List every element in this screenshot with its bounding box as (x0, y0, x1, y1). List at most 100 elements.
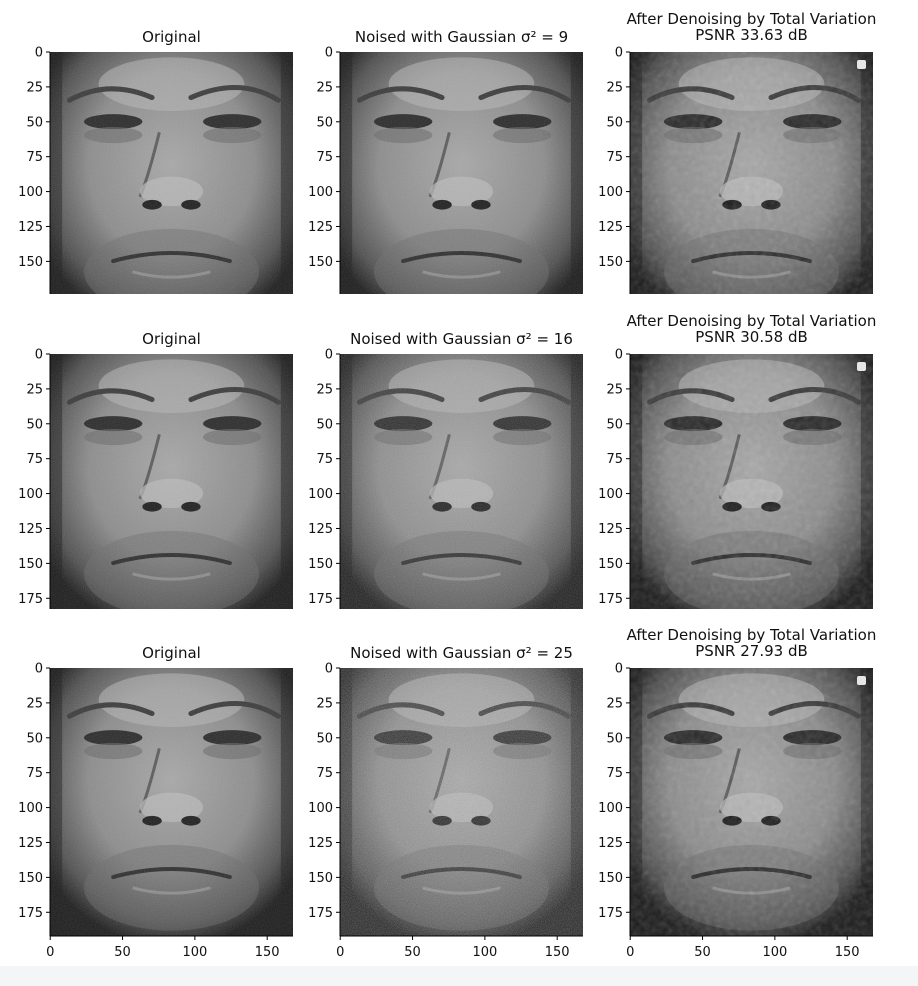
y-tick-label: 50 (606, 731, 623, 746)
y-tick-label: 25 (26, 80, 43, 95)
y-tick-label: 75 (26, 766, 43, 781)
panel-title: After Denoising by Total Variation (627, 626, 877, 644)
face-image (630, 52, 873, 294)
panel-r2-original: 0 25 50 75 100 125 150 175 Original (18, 330, 293, 609)
y-tick-label: 25 (606, 382, 623, 397)
y-tick-label: 75 (606, 150, 623, 165)
y-tick-label: 150 (598, 557, 623, 572)
y-tick-label: 0 (325, 662, 333, 677)
y-tick-label: 0 (35, 46, 43, 61)
y-tick-label: 175 (598, 906, 623, 921)
y-tick-label: 50 (316, 115, 333, 130)
y-tick-label: 75 (316, 150, 333, 165)
y-tick-label: 100 (598, 801, 623, 816)
denoise-overlay (630, 52, 873, 294)
y-tick-label: 75 (316, 452, 333, 467)
y-tick-label: 0 (615, 348, 623, 363)
x-tick-label: 100 (472, 945, 497, 960)
y-tick-label: 0 (325, 348, 333, 363)
texture-overlay (50, 354, 293, 609)
y-tick-label: 175 (598, 592, 623, 607)
bright-artifact (857, 362, 866, 371)
panel-subtitle: PSNR 27.93 dB (695, 642, 808, 660)
figure: 0 25 50 75 100 125 150 Original 0 25 50 75 100 125 150… (18, 10, 877, 960)
x-tick-label: 100 (762, 945, 787, 960)
y-tick-label: 150 (598, 255, 623, 270)
panel-r1-denoised: 0 25 50 75 100 125 150 After Denoising by Total… (598, 10, 877, 294)
y-tick-label: 150 (18, 557, 43, 572)
panel-title: Noised with Gaussian σ² = 25 (350, 644, 573, 662)
y-tick-label: 175 (18, 592, 43, 607)
y-tick-label: 125 (308, 836, 333, 851)
y-tick-label: 75 (606, 452, 623, 467)
y-tick-label: 100 (598, 487, 623, 502)
y-tick-label: 25 (316, 382, 333, 397)
panel-r1-noised: 0 25 50 75 100 125 150 Noised with Gaussian σ² … (308, 28, 583, 294)
y-tick-label: 125 (598, 220, 623, 235)
noise-overlay (340, 52, 583, 294)
face-image (340, 52, 583, 294)
x-tick-label: 50 (404, 945, 421, 960)
y-tick-label: 25 (606, 696, 623, 711)
noise-overlay (340, 668, 583, 936)
y-tick-label: 50 (606, 417, 623, 432)
face-image (340, 668, 583, 936)
texture-overlay (50, 668, 293, 936)
face-image (50, 52, 293, 294)
x-tick-label: 100 (182, 945, 207, 960)
x-tick-label: 50 (114, 945, 131, 960)
y-tick-label: 125 (18, 522, 43, 537)
face-image (630, 354, 873, 609)
panel-subtitle: PSNR 30.58 dB (695, 328, 808, 346)
panel-title: After Denoising by Total Variation (627, 312, 877, 330)
y-tick-label: 175 (308, 592, 333, 607)
y-tick-label: 0 (35, 348, 43, 363)
y-tick-label: 125 (308, 522, 333, 537)
y-tick-label: 125 (18, 220, 43, 235)
panel-r3-original: 0 25 50 75 100 125 150 175 0 50 100 150 Original (18, 644, 293, 960)
x-tick-label: 150 (255, 945, 280, 960)
y-tick-label: 175 (18, 906, 43, 921)
panel-title: After Denoising by Total Variation (627, 10, 877, 28)
y-tick-label: 0 (35, 662, 43, 677)
panel-title: Original (142, 28, 201, 46)
x-tick-label: 0 (46, 945, 54, 960)
panel-title: Noised with Gaussian σ² = 16 (350, 330, 573, 348)
y-tick-label: 75 (26, 452, 43, 467)
face-image (630, 668, 873, 936)
y-tick-label: 25 (26, 382, 43, 397)
y-tick-label: 50 (316, 417, 333, 432)
y-tick-label: 50 (606, 115, 623, 130)
panel-r3-noised: 0 25 50 75 100 125 150 175 0 50 100 150 Noised with … (308, 644, 583, 960)
y-tick-label: 0 (325, 46, 333, 61)
y-tick-label: 150 (308, 557, 333, 572)
y-tick-label: 150 (598, 871, 623, 886)
y-tick-label: 125 (18, 836, 43, 851)
y-tick-label: 25 (606, 80, 623, 95)
y-tick-label: 75 (316, 766, 333, 781)
noise-overlay (340, 354, 583, 609)
y-tick-label: 175 (308, 906, 333, 921)
panel-title: Noised with Gaussian σ² = 9 (355, 28, 568, 46)
x-tick-label: 50 (694, 945, 711, 960)
texture-overlay (50, 52, 293, 294)
y-tick-label: 100 (308, 801, 333, 816)
panel-r3-denoised: 0 25 50 75 100 125 150 175 0 50 100 150 After Denois… (598, 626, 876, 960)
panel-title: Original (142, 330, 201, 348)
panel-r2-noised: 0 25 50 75 100 125 150 175 Noised with Gaussian … (308, 330, 583, 609)
y-tick-label: 100 (18, 801, 43, 816)
panel-r2-denoised: 0 25 50 75 100 125 150 175 After Denoising by To… (598, 312, 877, 609)
y-tick-label: 0 (615, 46, 623, 61)
y-tick-label: 50 (26, 115, 43, 130)
denoise-overlay (630, 668, 873, 936)
footer-strip (0, 966, 918, 986)
y-tick-label: 75 (26, 150, 43, 165)
denoise-overlay (630, 354, 873, 609)
y-tick-label: 150 (308, 871, 333, 886)
bright-artifact (857, 676, 866, 685)
y-tick-label: 75 (606, 766, 623, 781)
x-tick-label: 0 (336, 945, 344, 960)
face-image (340, 354, 583, 609)
x-tick-label: 150 (835, 945, 860, 960)
x-tick-label: 150 (545, 945, 570, 960)
